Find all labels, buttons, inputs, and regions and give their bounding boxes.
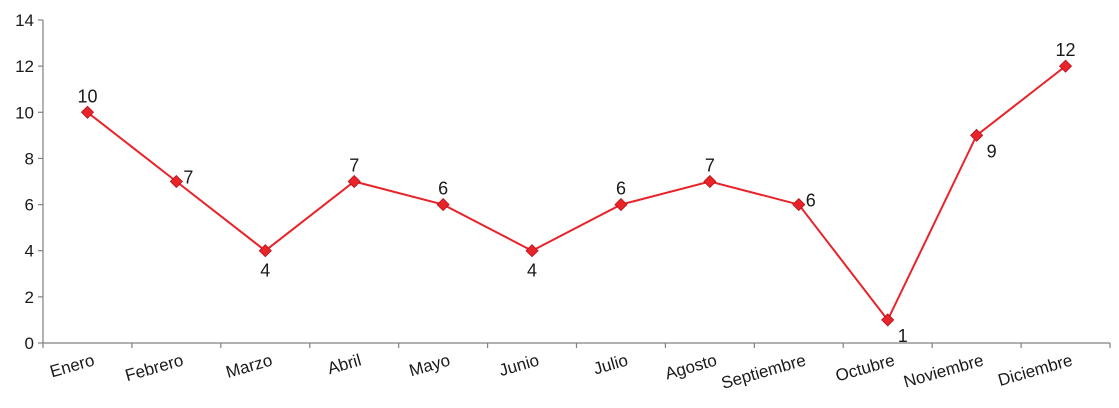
data-point <box>970 128 984 142</box>
y-tick-label: 2 <box>25 288 34 307</box>
data-label: 7 <box>705 156 715 176</box>
chart-axes <box>42 20 1110 344</box>
data-point <box>436 198 450 212</box>
data-point <box>258 244 272 258</box>
data-point <box>169 174 183 189</box>
series-line <box>86 65 1067 322</box>
x-tick-label: Septiembre <box>719 351 808 393</box>
data-label: 4 <box>527 261 537 281</box>
y-tick-label: 14 <box>15 11 34 30</box>
data-label: 7 <box>183 168 193 188</box>
x-tick-label: Marzo <box>224 351 275 382</box>
x-tick-label: Agosto <box>663 351 719 384</box>
data-point <box>703 174 717 189</box>
x-tick-label: Abril <box>325 351 363 379</box>
data-labels: 10 7 4 7 6 4 6 7 6 1 9 12 <box>77 40 1075 346</box>
data-label: 6 <box>438 179 448 199</box>
data-label: 10 <box>77 86 97 106</box>
data-label: 7 <box>349 156 359 176</box>
x-tick-label: Enero <box>48 351 97 382</box>
x-axis-ticks: Enero Febrero Marzo Abril Mayo Junio Julio Agos… <box>42 343 1111 393</box>
data-point <box>1058 59 1073 73</box>
x-tick-label: Febrero <box>123 351 185 386</box>
x-tick-label: Junio <box>497 351 541 380</box>
y-tick-label: 12 <box>15 57 34 76</box>
y-axis-ticks: 0 2 4 6 8 10 12 14 <box>15 11 43 353</box>
y-tick-label: 6 <box>25 196 34 215</box>
data-point <box>881 313 895 327</box>
x-tick-label: Octubre <box>833 351 896 386</box>
series-group <box>80 59 1073 327</box>
data-point <box>80 105 95 119</box>
data-label: 4 <box>260 261 270 281</box>
y-tick-label: 0 <box>25 334 34 353</box>
data-point <box>614 198 628 212</box>
data-label: 6 <box>616 179 626 199</box>
x-tick-label: Mayo <box>407 351 452 381</box>
y-tick-label: 10 <box>15 103 34 122</box>
data-point <box>347 174 361 189</box>
data-label: 9 <box>987 141 997 161</box>
y-tick-label: 4 <box>25 242 34 261</box>
x-tick-label: Julio <box>591 351 630 379</box>
data-label: 12 <box>1056 40 1076 60</box>
data-point <box>792 198 806 212</box>
data-point <box>525 244 539 258</box>
data-label: 1 <box>898 326 908 346</box>
x-tick-label: Noviembre <box>901 351 985 392</box>
y-tick-label: 8 <box>25 149 34 168</box>
x-tick-label: Diciembre <box>996 351 1075 390</box>
data-label: 6 <box>806 191 816 211</box>
